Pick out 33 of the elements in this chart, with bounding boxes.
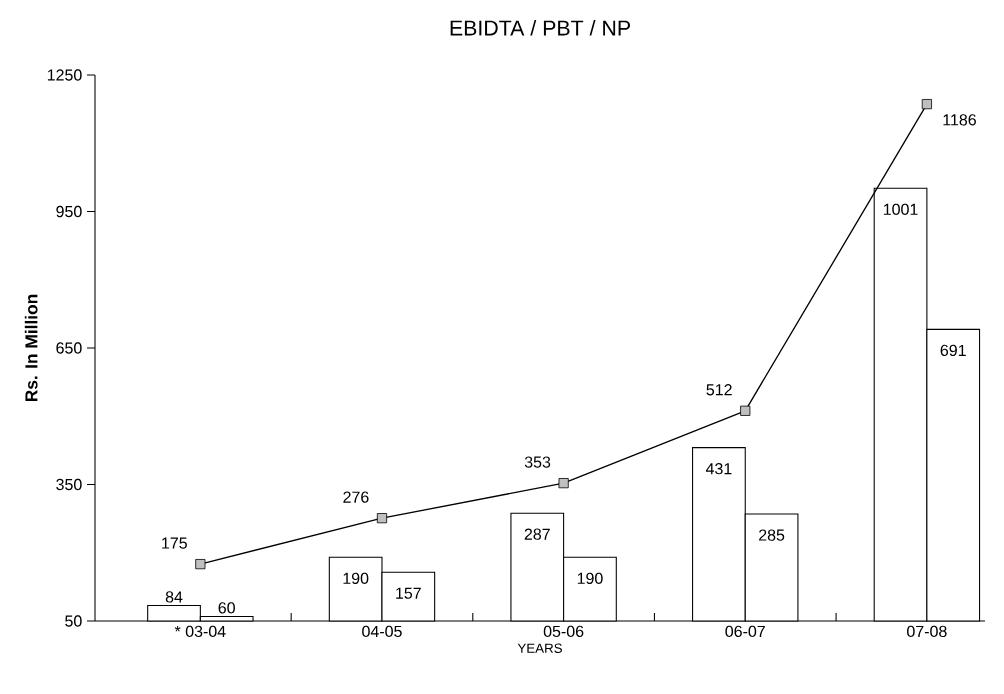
y-tick-label: 950	[56, 205, 82, 218]
data-label: 691	[940, 344, 966, 357]
point	[376, 513, 388, 524]
data-label: 1001	[883, 203, 918, 215]
y-axis-title: Rs. In Million	[24, 294, 38, 402]
point	[558, 478, 569, 489]
data-label: 285	[759, 529, 785, 541]
data-label: 157	[396, 587, 421, 599]
data-label: 1186	[943, 114, 976, 126]
data-label: 512	[706, 384, 732, 396]
data-label: 276	[343, 491, 369, 503]
data-label: 60	[218, 602, 235, 614]
point	[195, 559, 206, 570]
data-label: 175	[162, 537, 187, 549]
data-label: 353	[524, 456, 551, 468]
data-label: 84	[165, 591, 183, 603]
data-label: 190	[577, 572, 603, 584]
y-tick-label: 1250	[47, 69, 82, 81]
data-label: 190	[343, 572, 369, 584]
chart-title: EBIDTA / PBT / NP	[450, 19, 630, 36]
data-label: 287	[524, 528, 550, 540]
x-axis-title: YEARS	[517, 643, 562, 653]
y-tick-label: 350	[56, 478, 82, 491]
point	[921, 99, 932, 110]
point	[740, 405, 751, 416]
x-tick-label: 07-08	[907, 625, 947, 638]
x-tick-label: * 03-04	[174, 625, 226, 638]
x-tick-label: 05-06	[543, 625, 584, 638]
x-tick-label: 06-07	[725, 625, 765, 638]
y-tick-label: 650	[56, 342, 82, 354]
x-tick-label: 04-05	[362, 625, 402, 638]
data-label: 431	[705, 463, 732, 475]
y-tick-label: 50	[65, 615, 82, 627]
